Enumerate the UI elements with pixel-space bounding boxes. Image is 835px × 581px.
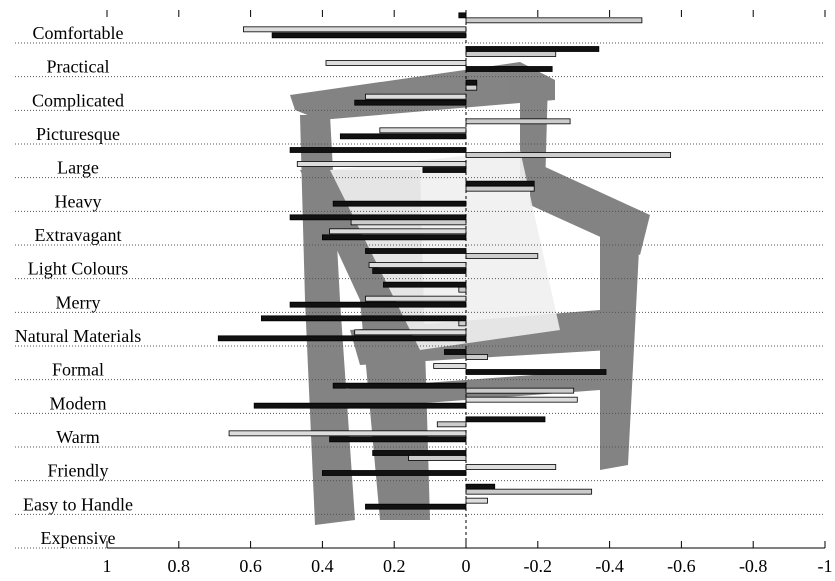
category-label: Warm: [56, 427, 100, 447]
bar: [254, 403, 466, 408]
x-tick-label: 0.6: [239, 556, 262, 576]
bar: [459, 13, 466, 18]
bar: [434, 364, 466, 369]
x-tick-label: -0.6: [667, 556, 696, 576]
bar: [351, 220, 466, 225]
category-label: Comfortable: [33, 23, 124, 43]
bar: [373, 269, 466, 274]
bar: [272, 33, 466, 38]
x-tick-label: 0.4: [311, 556, 334, 576]
bar: [466, 153, 671, 158]
bar: [290, 148, 466, 153]
category-label: Complicated: [32, 90, 124, 110]
x-tick-label: -0.4: [595, 556, 624, 576]
bar: [423, 168, 466, 173]
chart: Comfortable Practical Complicated Picturesq…: [0, 0, 835, 581]
x-tick-label: -0.2: [524, 556, 553, 576]
x-tick-label: -1: [818, 556, 833, 576]
bar: [290, 215, 466, 220]
bar: [466, 80, 477, 85]
bar: [355, 330, 466, 335]
bar: [437, 422, 466, 427]
bar: [365, 94, 466, 99]
bar: [297, 162, 466, 167]
bar: [466, 484, 495, 489]
bar: [466, 85, 477, 90]
category-label: Friendly: [48, 461, 109, 481]
bar: [466, 47, 599, 52]
bar: [322, 471, 466, 476]
bar: [365, 296, 466, 301]
x-tick-label: 0.8: [168, 556, 191, 576]
bar: [218, 336, 466, 341]
bar: [243, 27, 466, 32]
bar: [459, 321, 466, 326]
category-label: Modern: [50, 393, 107, 413]
category-label: Formal: [52, 360, 104, 380]
bar: [409, 456, 466, 461]
bar: [330, 437, 466, 442]
bar: [466, 417, 545, 422]
bar: [340, 134, 466, 139]
bar: [466, 489, 592, 494]
category-label: Light Colours: [28, 259, 129, 279]
category-label: Large: [57, 158, 99, 178]
category-label: Extravagant: [35, 225, 122, 245]
x-tick-label: 0: [462, 556, 471, 576]
category-label: Picturesque: [36, 124, 120, 144]
bar: [365, 249, 466, 254]
bar: [373, 451, 466, 456]
bar: [459, 287, 466, 292]
bar: [466, 498, 488, 503]
bar: [466, 397, 577, 402]
bar: [466, 370, 606, 375]
bar: [466, 67, 552, 72]
bar: [369, 263, 466, 268]
bar: [380, 128, 466, 133]
bar: [229, 431, 466, 436]
bar: [326, 61, 466, 66]
bar: [261, 316, 466, 321]
bar: [466, 465, 556, 470]
bar: [466, 254, 538, 259]
bar: [466, 52, 556, 57]
x-tick-label: 1: [103, 556, 112, 576]
bar: [444, 350, 466, 355]
bar: [333, 383, 466, 388]
x-tick-label: -0.8: [739, 556, 768, 576]
category-label: Merry: [56, 292, 101, 312]
bar: [365, 504, 466, 509]
bar: [322, 235, 466, 240]
bar: [383, 282, 466, 287]
bar: [466, 186, 534, 191]
x-tick-label: 0.2: [383, 556, 406, 576]
category-label: Natural Materials: [15, 326, 141, 346]
bar: [333, 201, 466, 206]
category-label: Expensive: [41, 528, 116, 548]
bar: [466, 18, 642, 23]
bar: [330, 229, 466, 234]
bar: [466, 119, 570, 124]
category-label: Practical: [47, 57, 110, 77]
bar: [466, 181, 534, 186]
bar: [466, 355, 488, 360]
bar: [290, 302, 466, 307]
category-label: Easy to Handle: [23, 494, 133, 514]
bar: [355, 100, 466, 105]
bar: [466, 388, 574, 393]
category-label: Heavy: [55, 191, 102, 211]
